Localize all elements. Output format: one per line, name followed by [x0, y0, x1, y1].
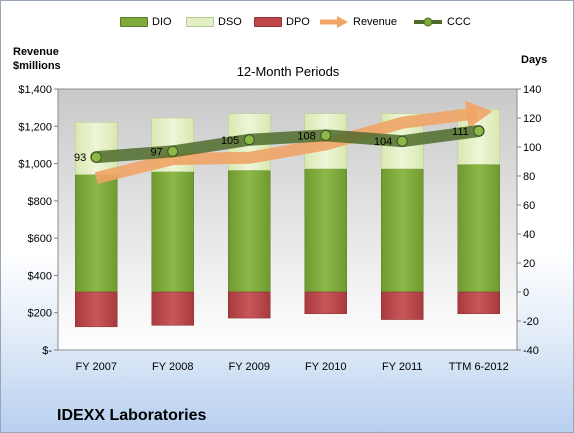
- ccc-line-icon: [414, 17, 442, 27]
- left-axis-title: Revenue $millions: [13, 45, 61, 73]
- bar-dpo: [151, 291, 194, 326]
- left-axis-tick-label: $-: [42, 345, 52, 357]
- ccc-point: [90, 151, 102, 163]
- right-axis-tick-label: 60: [523, 200, 535, 212]
- bar-dpo: [75, 291, 118, 328]
- legend-item-revenue: Revenue: [319, 13, 397, 31]
- bar-dio: [381, 168, 424, 293]
- category-label: FY 2010: [305, 361, 346, 373]
- bar-dio: [228, 169, 271, 293]
- ccc-point: [320, 129, 332, 141]
- category-label: FY 2008: [152, 361, 193, 373]
- left-axis-title-line2: $millions: [13, 60, 61, 72]
- right-axis-tick-label: 20: [523, 258, 535, 270]
- bar-dso: [75, 122, 118, 175]
- revenue-arrow-icon: [320, 16, 348, 28]
- legend-label-ccc: CCC: [447, 16, 471, 28]
- ccc-point: [167, 145, 179, 157]
- bar-dpo: [228, 291, 271, 319]
- ccc-data-label: 97: [151, 146, 163, 158]
- legend-swatch-dso: [186, 17, 214, 27]
- bar-dio: [304, 168, 347, 293]
- bar-dio: [151, 171, 194, 293]
- revenue-line: [94, 107, 478, 184]
- ccc-point: [396, 135, 408, 147]
- right-axis-tick-label: 80: [523, 171, 535, 183]
- company-name: IDEXX Laboratories: [57, 407, 207, 424]
- left-axis-title-line1: Revenue: [13, 46, 59, 58]
- ccc-data-label: 93: [74, 152, 86, 164]
- left-axis-tick-label: $200: [28, 308, 52, 320]
- legend-item-dio: DIO: [120, 13, 172, 31]
- bar-dpo: [304, 291, 347, 314]
- left-axis-tick-label: $1,200: [18, 121, 52, 133]
- right-axis-tick-label: -20: [523, 316, 539, 328]
- legend-swatch-dio: [120, 17, 148, 27]
- legend-label-dio: DIO: [152, 16, 172, 28]
- ccc-data-label: 104: [374, 136, 392, 148]
- ccc-data-label: 111: [452, 126, 469, 138]
- bar-dio: [457, 164, 500, 293]
- right-axis-tick-label: 120: [523, 113, 541, 125]
- legend-item-ccc: CCC: [413, 13, 471, 31]
- ccc-line: [90, 125, 485, 164]
- bar-dpo: [457, 291, 500, 314]
- left-axis-tick-label: $1,400: [18, 84, 52, 96]
- right-axis-tick-label: -40: [523, 345, 539, 357]
- bar-dpo: [381, 291, 424, 320]
- legend-item-dso: DSO: [186, 13, 242, 31]
- right-axis-tick-label: 100: [523, 142, 541, 154]
- ccc-point: [243, 134, 255, 146]
- legend-swatch-dpo: [254, 17, 282, 27]
- right-axis-tick-label: 140: [523, 84, 541, 96]
- ccc-point: [473, 125, 485, 137]
- legend-label-dso: DSO: [218, 16, 242, 28]
- bar-dio: [75, 174, 118, 293]
- left-axis-tick-label: $800: [28, 196, 52, 208]
- right-axis-title: Days: [521, 54, 548, 66]
- right-axis-tick-label: 0: [523, 287, 529, 299]
- category-label: TTM 6-2012: [449, 361, 509, 373]
- right-axis-tick-label: 40: [523, 229, 535, 241]
- plot-area: [57, 88, 518, 351]
- left-axis-tick-label: $1,000: [18, 159, 52, 171]
- category-label: FY 2009: [229, 361, 270, 373]
- legend-item-dpo: DPO: [254, 13, 310, 31]
- category-label: FY 2011: [382, 361, 423, 373]
- legend-label-revenue: Revenue: [353, 16, 398, 28]
- legend: DIO DSO DPO Revenue CCC: [1, 13, 573, 31]
- ccc-data-label: 108: [297, 130, 315, 142]
- chart-subtitle: 12-Month Periods: [236, 64, 340, 79]
- left-axis-tick-label: $600: [28, 233, 52, 245]
- legend-label-dpo: DPO: [286, 16, 310, 28]
- left-axis-tick-label: $400: [28, 270, 52, 282]
- category-label: FY 2007: [76, 361, 117, 373]
- ccc-data-label: 105: [221, 135, 239, 147]
- revenue-arrowhead: [465, 100, 493, 129]
